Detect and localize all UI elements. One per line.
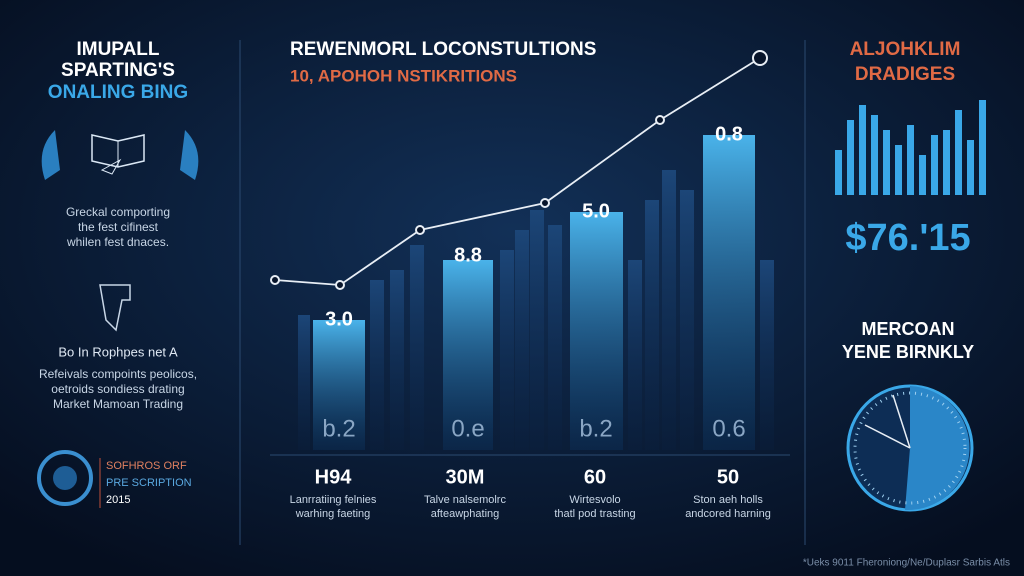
trend-line: [274, 57, 761, 286]
bottom-labels: b.2 0.e b.2 0.6: [322, 415, 745, 442]
text-line: Refeivals compoints peolicos,: [39, 367, 197, 381]
stat-description: Lanrratiing felnies: [290, 494, 377, 506]
stat-description: warhing faeting: [295, 508, 371, 520]
stat-description: Wirtesvolo: [569, 494, 620, 506]
text-line: oetroids sondiess drating: [51, 382, 184, 396]
stat-description: afteawphating: [431, 508, 500, 520]
book-icon: [41, 130, 199, 180]
stat-value: 30M: [446, 466, 485, 488]
amount: $76.'15: [845, 217, 970, 259]
center-subtitle: 10, APOHOH NSTIKRITIONS: [290, 66, 517, 85]
title-line: SPARTING'S: [61, 60, 175, 81]
stats: H94 Lanrratiing felnies warhing faeting 30M…: [290, 466, 771, 520]
bottom-label: b.2: [579, 415, 612, 442]
title-line: IMUPALL: [76, 39, 159, 60]
right-title: DRADIGES: [855, 64, 955, 85]
caption-line: whilen fest dnaces.: [66, 235, 169, 249]
stat-value: 60: [584, 466, 606, 488]
left-heading: Bo In Rophpes net A: [58, 344, 178, 359]
gauge: [846, 384, 974, 512]
stat-value: H94: [315, 466, 353, 488]
bar-labels: 3.0 8.8 5.0 0.8: [325, 123, 743, 330]
logo-line: 2015: [106, 494, 130, 506]
background-bars: [298, 170, 774, 450]
bottom-label: 0.e: [451, 415, 484, 442]
title-line: ONALING BING: [48, 82, 188, 103]
mini-bars: [835, 100, 986, 195]
bottom-label: 0.6: [712, 415, 745, 442]
bar-label: 0.8: [715, 123, 743, 145]
highlight-bars: [313, 135, 755, 450]
bar-label: 8.8: [454, 244, 482, 266]
stat-description: Ston aeh holls: [693, 494, 763, 506]
map-icon: [99, 284, 131, 332]
stat-description: Talve nalsemolrc: [424, 494, 506, 506]
left-title: IMUPALL SPARTING'S ONALING BING: [48, 39, 188, 103]
trend-points: [270, 50, 768, 290]
caption-line: the fest cifinest: [78, 220, 159, 234]
right-subtitle: YENE BIRNKLY: [842, 342, 974, 362]
logo: SOFHROS ORF PRE SCRIPTION 2015: [37, 450, 192, 508]
text-line: Market Mamoan Trading: [53, 397, 183, 411]
stat-description: thatl pod trasting: [554, 508, 635, 520]
bottom-label: b.2: [322, 415, 355, 442]
left-text: Refeivals compoints peolicos, oetroids s…: [39, 367, 197, 411]
bar-label: 3.0: [325, 308, 353, 330]
stat-value: 50: [717, 466, 739, 488]
logo-line: PRE SCRIPTION: [106, 477, 192, 489]
left-caption: Greckal comporting the fest cifinest whi…: [66, 205, 170, 249]
center-title: REWENMORL LOCONSTULTIONS: [290, 39, 596, 60]
stat-description: andcored harning: [685, 508, 771, 520]
footer: *Ueks 9011 Fheroniong/Ne/Duplasr Sarbis …: [803, 558, 1010, 569]
bar-label: 5.0: [582, 200, 610, 222]
right-title: ALJOHKLIM: [850, 39, 961, 60]
caption-line: Greckal comporting: [66, 205, 170, 219]
right-subtitle: MERCOAN: [862, 319, 955, 339]
logo-line: SOFHROS ORF: [106, 460, 187, 472]
